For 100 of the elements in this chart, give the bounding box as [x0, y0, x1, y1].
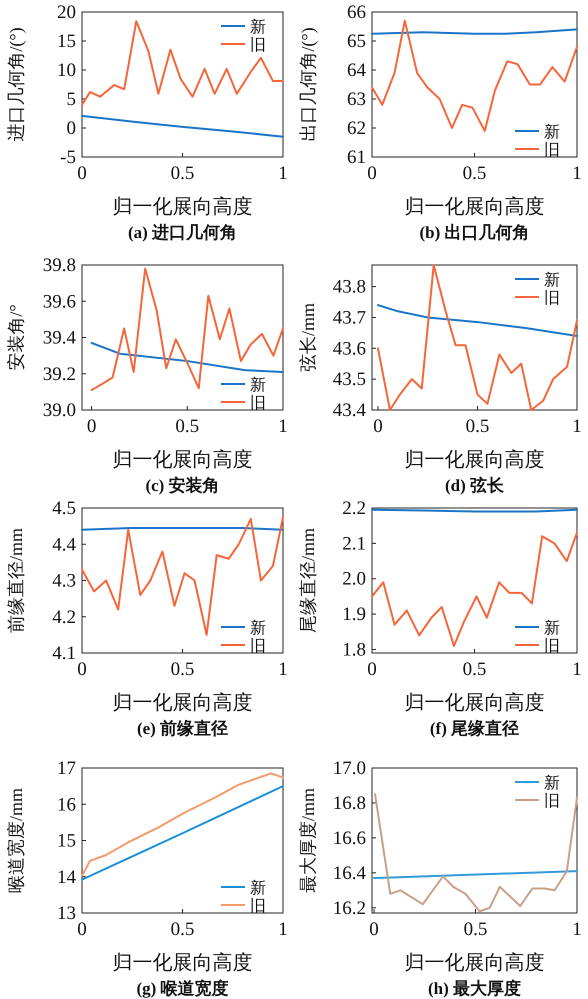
y-tick-label: 39.8 — [42, 255, 76, 276]
y-tick-label: 16 — [57, 794, 76, 816]
y-tick-label: -5 — [60, 147, 76, 168]
y-tick-label: 4.1 — [52, 643, 76, 664]
line-series — [81, 20, 284, 106]
y-tick-label: 63 — [347, 89, 366, 110]
y-tick-label: 43.6 — [332, 338, 366, 360]
legend-label: 旧 — [544, 289, 560, 307]
x-tick-label: 1 — [572, 659, 582, 680]
y-tick-label: 15 — [57, 830, 76, 852]
text: (b) 出口几何角 — [419, 223, 530, 242]
y-tick-label: 2.0 — [342, 568, 366, 590]
legend-label: 旧 — [250, 394, 266, 412]
y-tick-label: 4.2 — [52, 606, 76, 628]
x-tick-label: 0.5 — [170, 163, 194, 184]
x-tick-label: 0.5 — [170, 919, 194, 940]
y-tick-label: 4.5 — [52, 498, 76, 519]
y-tick-label: 39.2 — [42, 364, 76, 385]
x-axis-title: 归一化展向高度 — [404, 691, 544, 714]
x-axis-title: 归一化展向高度 — [404, 195, 544, 218]
line-series — [376, 264, 578, 411]
y-axis-title: 尾缘直径/mm — [298, 528, 318, 634]
legend-label: 新 — [250, 376, 266, 394]
y-axis-title: 进口几何角/(°) — [6, 27, 26, 142]
text: (g) 喉道宽度 — [136, 979, 229, 998]
y-tick-label: 2.2 — [342, 498, 366, 519]
line-series — [81, 772, 284, 877]
line-series — [81, 516, 284, 636]
line-series — [90, 342, 284, 373]
y-tick-label: 66 — [347, 2, 366, 23]
y-axis-title: 弦长/mm — [298, 302, 318, 372]
y-tick-label: 43.8 — [332, 276, 366, 298]
y-tick-label: 10 — [57, 60, 76, 81]
y-tick-label: 43.4 — [332, 400, 366, 421]
x-tick-label: 0.5 — [462, 163, 486, 184]
x-tick-label: 0.5 — [466, 416, 490, 437]
x-axis-title: 归一化展向高度 — [112, 195, 252, 218]
y-tick-label: 65 — [347, 31, 366, 52]
legend-label: 旧 — [250, 637, 266, 655]
x-tick-label: 0.5 — [175, 416, 200, 437]
x-tick-label: 1 — [572, 416, 582, 437]
legend-label: 旧 — [544, 792, 560, 810]
x-axis-title: 归一化展向高度 — [112, 448, 252, 471]
y-tick-label: 61 — [347, 147, 366, 168]
x-axis-title: 归一化展向高度 — [404, 951, 544, 974]
legend-label: 旧 — [544, 637, 560, 655]
y-tick-label: 20 — [57, 2, 76, 23]
x-tick-label: 1 — [278, 416, 288, 437]
y-tick-label: 17.0 — [332, 758, 366, 779]
y-tick-label: 1.9 — [342, 604, 366, 626]
x-tick-label: 0 — [373, 416, 383, 437]
legend-label: 新 — [544, 619, 560, 637]
x-tick-label: 0.5 — [464, 919, 488, 940]
x-axis-title: 归一化展向高度 — [112, 691, 252, 714]
y-tick-label: 16.4 — [332, 862, 366, 884]
legend-label: 新 — [544, 271, 560, 289]
x-tick-label: 0 — [86, 416, 96, 437]
x-tick-label: 1 — [278, 163, 288, 184]
y-tick-label: 0 — [66, 118, 76, 139]
legend-label: 新 — [250, 879, 266, 897]
legend-label: 新 — [544, 123, 560, 141]
x-tick-label: 0.5 — [462, 659, 486, 680]
y-tick-label: 13 — [57, 903, 76, 924]
y-tick-label: 64 — [347, 60, 366, 81]
text: (c) 安装角 — [145, 476, 220, 495]
x-tick-label: 1 — [278, 919, 288, 940]
line-series — [90, 268, 284, 392]
x-tick-label: 0.5 — [170, 659, 194, 680]
legend-label: 新 — [250, 619, 266, 637]
y-axis-title: 安装角/° — [6, 304, 26, 371]
text: (f) 尾缘直径 — [430, 719, 520, 738]
legend-label: 旧 — [250, 36, 266, 54]
y-axis-title: 最大厚度/mm — [298, 788, 318, 894]
text: (h) 最大厚度 — [428, 979, 522, 998]
y-tick-label: 15 — [57, 31, 76, 52]
legend-label: 新 — [250, 18, 266, 36]
y-tick-label: 39.0 — [42, 400, 76, 421]
y-axis-title: 喉道宽度/mm — [6, 788, 26, 894]
y-tick-label: 39.6 — [42, 291, 76, 312]
y-tick-label: 17 — [57, 758, 76, 779]
y-tick-label: 5 — [66, 89, 76, 110]
y-tick-label: 16.2 — [332, 898, 366, 919]
y-tick-label: 16.6 — [332, 828, 366, 849]
x-tick-label: 1 — [572, 163, 582, 184]
x-axis-title: 归一化展向高度 — [112, 951, 252, 974]
y-tick-label: 16.8 — [332, 792, 366, 814]
x-tick-label: 1 — [278, 659, 288, 680]
y-tick-label: 43.5 — [332, 369, 366, 390]
y-tick-label: 4.3 — [52, 570, 76, 592]
y-tick-label: 39.4 — [42, 328, 76, 348]
x-axis-title: 归一化展向高度 — [404, 448, 544, 471]
text: (d) 弦长 — [444, 476, 506, 495]
y-axis-title: 前缘直径/mm — [6, 528, 26, 634]
legend-label: 旧 — [544, 141, 560, 159]
y-tick-label: 62 — [347, 118, 366, 139]
y-tick-label: 14 — [57, 866, 76, 888]
text: (a) 进口几何角 — [128, 223, 238, 242]
y-tick-label: 43.7 — [332, 307, 366, 328]
y-axis-title: 出口几何角/(°) — [298, 27, 318, 142]
legend-label: 旧 — [250, 897, 266, 915]
